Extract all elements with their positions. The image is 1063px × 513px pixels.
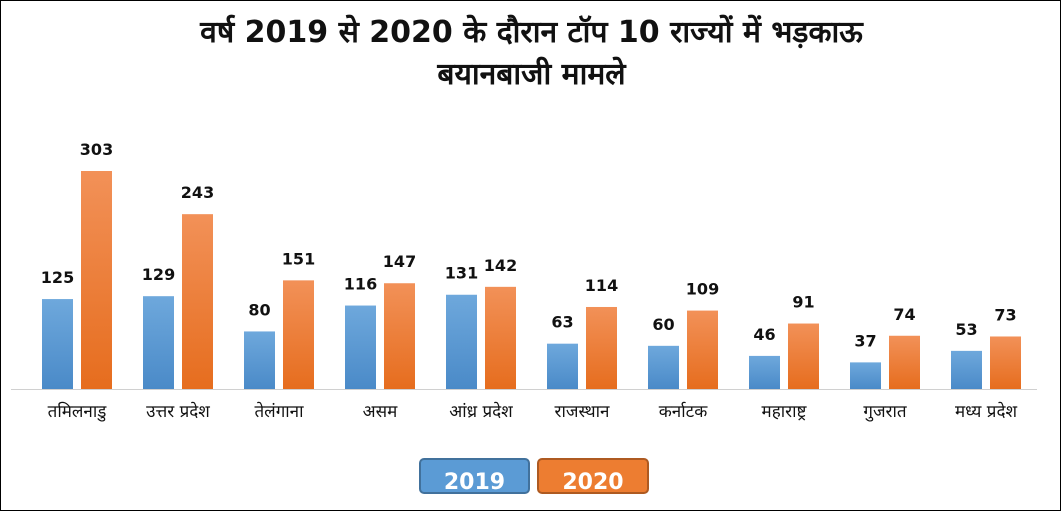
data-label-2019-10: 53 <box>955 320 977 339</box>
bar-2020-5 <box>485 286 516 389</box>
legend-item-2019: 2019 <box>419 458 530 495</box>
data-label-2019-7: 60 <box>652 315 674 334</box>
data-label-2019-3: 80 <box>248 300 270 319</box>
data-label-2020-6: 114 <box>585 276 618 295</box>
bar-2019-9 <box>850 362 881 389</box>
bar-2020-3 <box>283 280 314 389</box>
data-label-2019-1: 125 <box>41 268 74 287</box>
bar-2020-10 <box>990 336 1021 389</box>
data-label-2019-5: 131 <box>445 264 478 283</box>
bar-2019-1 <box>42 299 73 389</box>
x-tick-label-3: तेलंगाना <box>254 401 304 422</box>
bar-2019-2 <box>143 296 174 389</box>
x-tick-label-2: उत्तर प्रदेश <box>146 401 210 422</box>
data-label-2019-8: 46 <box>753 325 775 344</box>
bar-2020-9 <box>889 335 920 389</box>
bar-2020-6 <box>586 306 617 389</box>
data-label-2019-2: 129 <box>142 265 175 284</box>
bar-2019-5 <box>446 294 477 389</box>
bar-2020-8 <box>788 323 819 389</box>
x-tick-label-8: महाराष्ट्र <box>762 402 808 422</box>
data-label-2019-9: 37 <box>854 331 876 350</box>
bar-2020-2 <box>182 214 213 389</box>
bar-2019-8 <box>749 355 780 389</box>
x-tick-label-4: असम <box>363 402 398 422</box>
x-tick-label-5: आंध्र प्रदेश <box>449 401 513 422</box>
x-tick-label-9: गुजरात <box>863 402 907 422</box>
bar-2019-4 <box>345 305 376 389</box>
bar-2019-6 <box>547 343 578 389</box>
x-tick-label-7: कर्नाटक <box>659 401 708 422</box>
x-tick-label-1: तमिलनाडु <box>48 401 108 422</box>
bar-2019-10 <box>951 350 982 389</box>
x-tick-label-6: राजस्थान <box>555 402 611 422</box>
data-label-2020-4: 147 <box>383 252 416 271</box>
bar-2019-7 <box>648 345 679 389</box>
data-label-2020-9: 74 <box>893 305 915 324</box>
chart-title-line-1: वर्ष 2019 से 2020 के दौरान टॉप 10 राज्यो… <box>200 15 863 50</box>
bar-2020-4 <box>384 283 415 389</box>
bar-2020-7 <box>687 310 718 389</box>
bar-2020-1 <box>81 171 112 389</box>
data-label-2020-8: 91 <box>792 293 814 312</box>
data-label-2020-1: 303 <box>80 140 113 159</box>
data-label-2020-5: 142 <box>484 256 517 275</box>
data-label-2019-6: 63 <box>551 313 573 332</box>
data-label-2019-4: 116 <box>344 275 377 294</box>
legend-item-2020: 2020 <box>537 458 649 495</box>
data-label-2020-10: 73 <box>994 305 1016 324</box>
data-label-2020-7: 109 <box>686 280 719 299</box>
data-label-2020-3: 151 <box>282 249 315 268</box>
x-tick-label-10: मध्य प्रदेश <box>955 401 1018 422</box>
chart-title-line-2: बयानबाजी मामले <box>437 57 626 92</box>
data-label-2020-2: 243 <box>181 183 214 202</box>
bar-2019-3 <box>244 331 275 389</box>
